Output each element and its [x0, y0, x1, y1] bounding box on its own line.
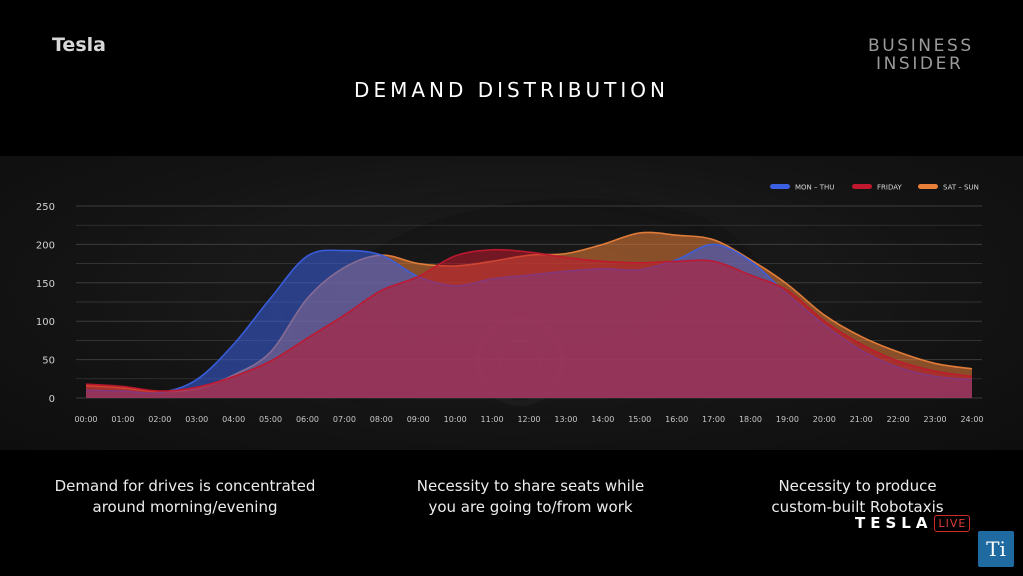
series-area-1	[86, 249, 972, 398]
caption-custom-robotaxis: Necessity to produce custom-built Robota…	[735, 476, 980, 518]
x-tick-label: 05:00	[259, 415, 282, 424]
x-tick-label: 23:00	[924, 415, 947, 424]
publisher-line-2: INSIDER	[876, 54, 964, 74]
caption-demand-concentrated: Demand for drives is concentrated around…	[40, 476, 330, 518]
x-tick-label: 08:00	[370, 415, 393, 424]
legend-label: MON – THU	[795, 184, 834, 192]
legend-swatch	[918, 184, 938, 189]
y-tick-label: 50	[42, 356, 55, 367]
tesla-live-logo: TESLA LIVE	[855, 512, 971, 534]
demand-chart-panel: 0 50 100 150 200 250 00:00 01:00 02:00 03:00 04:0…	[0, 156, 1023, 450]
tesla-live-word: TESLA	[855, 514, 933, 532]
y-tick-label: 250	[36, 202, 55, 213]
x-tick-label: 00:00	[74, 415, 97, 424]
legend-label: SAT – SUN	[943, 184, 979, 192]
caption-row: Demand for drives is concentrated around…	[0, 476, 1023, 526]
x-tick-label: 07:00	[333, 415, 356, 424]
business-insider-logo: BUSINESS INSIDER	[868, 37, 973, 73]
y-axis-ticks: 0 50 100 150 200 250	[36, 202, 55, 405]
x-tick-label: 02:00	[148, 415, 171, 424]
x-tick-label: 16:00	[665, 415, 688, 424]
x-tick-label: 11:00	[481, 415, 504, 424]
x-tick-label: 21:00	[850, 415, 873, 424]
x-tick-label: 24:00	[960, 415, 983, 424]
x-tick-label: 19:00	[776, 415, 799, 424]
x-tick-label: 20:00	[813, 415, 836, 424]
x-tick-label: 22:00	[887, 415, 910, 424]
caption-line: around morning/evening	[92, 498, 278, 516]
publisher-line-1: BUSINESS	[868, 36, 974, 56]
x-tick-label: 18:00	[739, 415, 762, 424]
page-title: DEMAND DISTRIBUTION	[354, 78, 669, 102]
caption-line: Demand for drives is concentrated	[54, 477, 316, 495]
y-tick-label: 150	[36, 279, 55, 290]
x-tick-label: 13:00	[554, 415, 577, 424]
x-tick-label: 17:00	[702, 415, 725, 424]
chart-series	[85, 231, 973, 398]
caption-line: Necessity to produce	[778, 477, 937, 495]
live-tag: LIVE	[934, 514, 971, 532]
chart-legend: MON – THU FRIDAY SAT – SUN	[770, 184, 979, 192]
legend-swatch	[852, 184, 872, 189]
legend-label: FRIDAY	[877, 184, 902, 192]
caption-line: custom-built Robotaxis	[771, 498, 944, 516]
y-tick-label: 100	[36, 317, 55, 328]
x-tick-label: 03:00	[185, 415, 208, 424]
x-tick-label: 14:00	[591, 415, 614, 424]
x-tick-label: 01:00	[111, 415, 134, 424]
y-tick-label: 0	[49, 394, 55, 405]
x-axis-ticks: 00:00 01:00 02:00 03:00 04:00 05:00 06:00 07:00…	[74, 415, 983, 424]
legend-swatch	[770, 184, 790, 189]
x-tick-label: 04:00	[222, 415, 245, 424]
y-tick-label: 200	[36, 240, 55, 251]
x-tick-label: 06:00	[296, 415, 319, 424]
x-tick-label: 09:00	[407, 415, 430, 424]
demand-chart: 0 50 100 150 200 250 00:00 01:00 02:00 03:00 04:0…	[36, 184, 984, 426]
x-tick-label: 10:00	[444, 415, 467, 424]
caption-line: Necessity to share seats while	[416, 477, 645, 495]
caption-line: you are going to/from work	[428, 498, 633, 516]
x-tick-label: 15:00	[628, 415, 651, 424]
channel-badge-icon[interactable]: Ti	[978, 531, 1014, 567]
x-tick-label: 12:00	[517, 415, 540, 424]
series-line-1	[85, 248, 973, 392]
tesla-brand-label: Tesla	[52, 34, 106, 56]
caption-share-seats: Necessity to share seats while you are g…	[388, 476, 673, 518]
